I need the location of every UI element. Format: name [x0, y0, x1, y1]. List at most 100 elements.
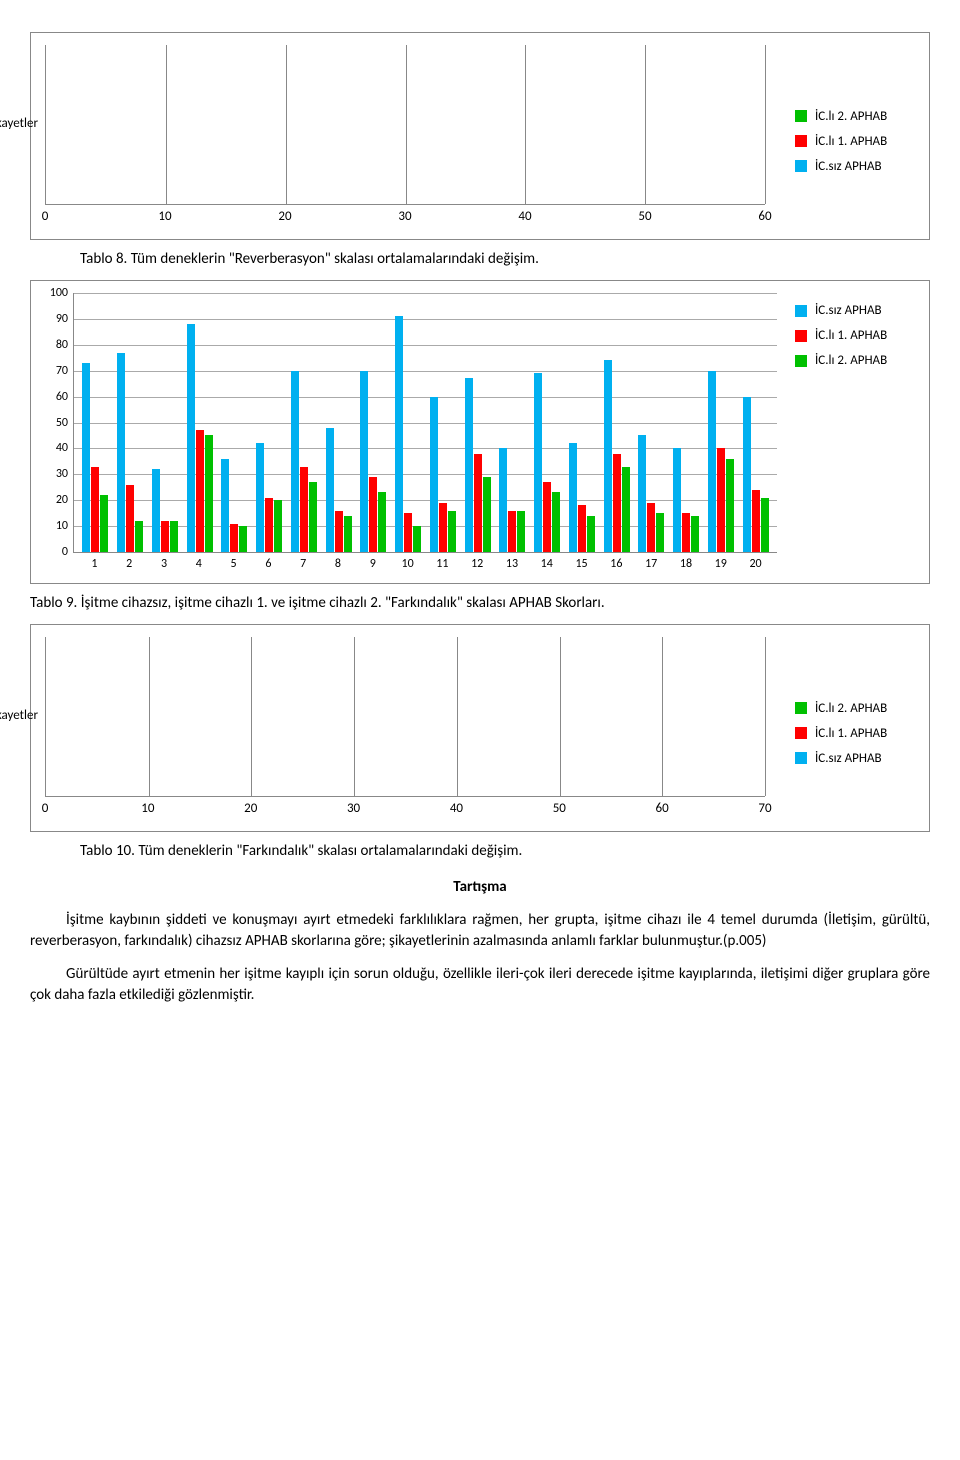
vbar-xtick: 17	[634, 553, 669, 571]
chart-2-frame: 0102030405060708090100 12345678910111213…	[30, 280, 930, 584]
vbar-group-13	[495, 293, 530, 552]
legend-item-red: İC.lı 1. APHAB	[795, 328, 915, 343]
hbar-xtick: 10	[141, 801, 154, 816]
vbar-xtick: 5	[216, 553, 251, 571]
vbar-blue	[256, 443, 264, 552]
vbar-red	[578, 505, 586, 552]
vbar-blue	[117, 353, 125, 552]
vbar-red	[404, 513, 412, 552]
vbar-green	[344, 516, 352, 552]
legend-swatch-red	[795, 727, 807, 739]
vbar-ytick: 100	[50, 286, 74, 300]
vbar-blue	[360, 371, 368, 552]
caption-1: Tablo 8. Tüm deneklerin "Reverberasyon" …	[80, 250, 930, 268]
chart-2-legend: İC.sız APHAB İC.lı 1. APHAB İC.lı 2. APHAB	[795, 293, 915, 368]
hbar-xtick: 50	[553, 801, 566, 816]
vbar-xtick: 7	[286, 553, 321, 571]
vbar-xtick: 18	[669, 553, 704, 571]
legend-item-red: İC.lı 1. APHAB	[795, 134, 915, 149]
vbar-blue	[569, 443, 577, 552]
vbar-blue	[708, 371, 716, 552]
vbar-red	[613, 454, 621, 552]
vbar-green	[378, 492, 386, 552]
hbar-ylabel: Şikayetler	[0, 116, 46, 131]
legend-item-blue: İC.sız APHAB	[795, 303, 915, 318]
chart-2-area: 0102030405060708090100	[73, 293, 777, 553]
legend-label-green: İC.lı 2. APHAB	[815, 701, 887, 716]
vbar-xtick: 10	[390, 553, 425, 571]
hbar-xtick: 20	[278, 209, 291, 224]
hbar-area: Şikayetler	[45, 637, 765, 797]
vbar-red	[335, 511, 343, 552]
vbar-group-4	[182, 293, 217, 552]
vbar-red	[126, 485, 134, 552]
vbar-blue	[743, 397, 751, 552]
paragraph-2: Gürültüde ayırt etmenin her işitme kayıp…	[30, 964, 930, 1006]
hbar-xtick: 0	[42, 801, 49, 816]
legend-swatch-red	[795, 135, 807, 147]
hbar-area: Şikayetler	[45, 45, 765, 205]
vbar-green	[552, 492, 560, 552]
chart-3-legend: İC.lı 2. APHABİC.lı 1. APHABİC.sız APHAB	[795, 691, 915, 766]
vbar-xtick: 20	[738, 553, 773, 571]
legend-swatch-blue	[795, 160, 807, 172]
vbar-ytick: 20	[56, 493, 74, 507]
vbar-group-8	[321, 293, 356, 552]
legend-label-blue: İC.sız APHAB	[815, 159, 882, 174]
legend-label-red: İC.lı 1. APHAB	[815, 328, 887, 343]
vbar-group-18	[669, 293, 704, 552]
hbar-xtick: 30	[347, 801, 360, 816]
vbar-xtick: 6	[251, 553, 286, 571]
vbar-xtick: 12	[460, 553, 495, 571]
legend-item-green: İC.lı 2. APHAB	[795, 353, 915, 368]
caption-3: Tablo 10. Tüm deneklerin "Farkındalık" s…	[80, 842, 930, 860]
vbar-green	[135, 521, 143, 552]
vbar-group-6	[252, 293, 287, 552]
vbar-xtick: 16	[599, 553, 634, 571]
legend-item-blue: İC.sız APHAB	[795, 751, 915, 766]
vbar-red	[300, 467, 308, 552]
vbar-group-11	[426, 293, 461, 552]
vbar-ytick: 90	[56, 312, 74, 326]
vbar-red	[196, 430, 204, 552]
vbar-red	[508, 511, 516, 552]
vbar-ytick: 0	[62, 545, 74, 559]
legend-item-green: İC.lı 2. APHAB	[795, 109, 915, 124]
vbar-blue	[534, 373, 542, 552]
legend-item-green: İC.lı 2. APHAB	[795, 701, 915, 716]
vbar-green	[100, 495, 108, 552]
vbar-red	[543, 482, 551, 552]
vbar-green	[587, 516, 595, 552]
vbar-xtick: 1	[77, 553, 112, 571]
chart-2-xticks: 1234567891011121314151617181920	[73, 553, 777, 571]
chart-2-plot-col: 0102030405060708090100 12345678910111213…	[45, 293, 777, 571]
chart-2: 0102030405060708090100 12345678910111213…	[45, 293, 915, 571]
hbar-xtick: 0	[42, 209, 49, 224]
chart-1-plot: Şikayetler0102030405060	[45, 45, 765, 227]
hbar-xtick: 50	[638, 209, 651, 224]
vbar-green	[239, 526, 247, 552]
hbar-xtick: 40	[450, 801, 463, 816]
vbar-group-10	[391, 293, 426, 552]
vbar-green	[413, 526, 421, 552]
vbar-ytick: 10	[56, 519, 74, 533]
vbar-group-16	[599, 293, 634, 552]
vbar-green	[622, 467, 630, 552]
vbar-xtick: 11	[425, 553, 460, 571]
legend-label-green: İC.lı 2. APHAB	[815, 353, 887, 368]
vbar-blue	[152, 469, 160, 552]
legend-label-blue: İC.sız APHAB	[815, 751, 882, 766]
vbar-red	[647, 503, 655, 552]
vbar-blue	[638, 435, 646, 552]
hbar-xtick: 20	[244, 801, 257, 816]
paragraph-1: İşitme kaybının şiddeti ve konuşmayı ayı…	[30, 910, 930, 952]
vbar-group-15	[565, 293, 600, 552]
vbar-blue	[673, 448, 681, 552]
legend-swatch-blue	[795, 752, 807, 764]
vbar-ytick: 80	[56, 338, 74, 352]
legend-label-green: İC.lı 2. APHAB	[815, 109, 887, 124]
legend-swatch-red	[795, 330, 807, 342]
chart-1: Şikayetler0102030405060 İC.lı 2. APHABİC…	[45, 45, 915, 227]
chart-3: Şikayetler010203040506070 İC.lı 2. APHAB…	[45, 637, 915, 819]
vbar-group-7	[287, 293, 322, 552]
